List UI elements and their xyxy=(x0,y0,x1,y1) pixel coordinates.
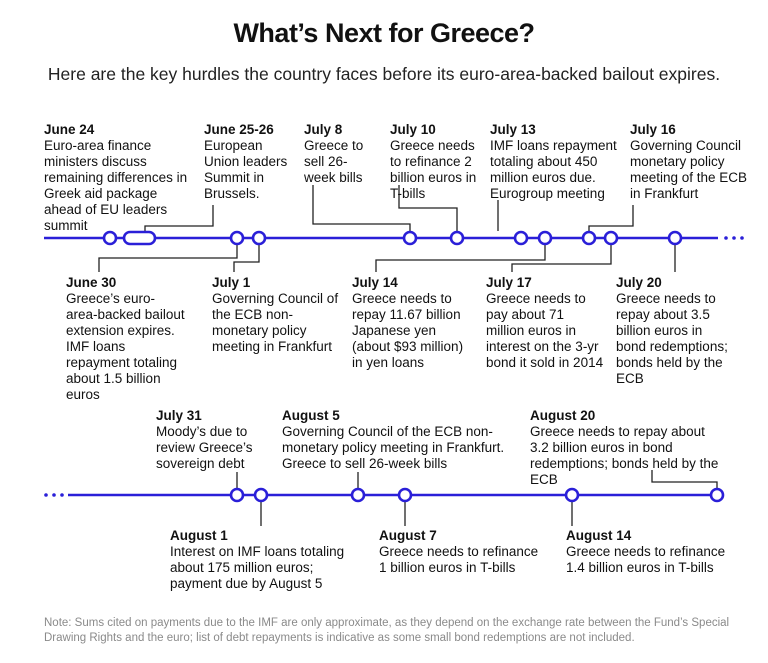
connector-lines xyxy=(98,185,718,526)
marker-august-14 xyxy=(564,487,580,503)
event-date: July 1 xyxy=(212,275,251,290)
event-date: August 20 xyxy=(530,408,596,423)
marker-june-30 xyxy=(229,230,245,246)
marker-august-7 xyxy=(397,487,413,503)
marker-july-31 xyxy=(229,487,245,503)
event-august-5: August 5 Governing Council of the ECB no… xyxy=(282,408,522,472)
event-july-1: July 1 Governing Council of the ECB non-… xyxy=(212,275,342,355)
event-text: Governing Council of the ECB non-monetar… xyxy=(282,424,505,471)
event-date: July 17 xyxy=(486,275,532,290)
connector-july10 xyxy=(398,185,458,231)
event-july-20: July 20 Greece needs to repay about 3.5 … xyxy=(616,275,734,387)
event-text: Greece’s euro-area-backed bailout extens… xyxy=(66,291,185,402)
event-date: July 8 xyxy=(304,122,343,137)
event-text: IMF loans repayment totaling about 450 m… xyxy=(490,138,617,201)
event-june-24: June 24 Euro-area finance ministers disc… xyxy=(44,122,194,234)
event-date: June 24 xyxy=(44,122,95,137)
event-date: July 20 xyxy=(616,275,662,290)
event-july-17: July 17 Greece needs to pay about 71 mil… xyxy=(486,275,604,371)
event-date: August 1 xyxy=(170,528,228,543)
event-july-10: July 10 Greece needs to refinance 2 bill… xyxy=(390,122,488,202)
event-date: August 5 xyxy=(282,408,340,423)
marker-june-25-26 xyxy=(122,230,157,246)
marker-july-20 xyxy=(667,230,683,246)
marker-june-24 xyxy=(102,230,118,246)
event-june-25-26: June 25-26 European Union leaders Summit… xyxy=(204,122,299,202)
page-title: What’s Next for Greece? xyxy=(233,18,535,48)
event-text: Moody’s due to review Greece’s sovereign… xyxy=(156,424,253,471)
marker-july-8 xyxy=(402,230,418,246)
marker-august-1 xyxy=(253,487,269,503)
marker-july-10 xyxy=(449,230,465,246)
event-june-30: June 30 Greece’s euro-area-backed bailou… xyxy=(66,275,186,403)
event-text: Greece needs to refinance 1.4 billion eu… xyxy=(566,544,726,575)
connector-july14 xyxy=(375,245,546,272)
marker-july-14 xyxy=(537,230,553,246)
event-date: July 16 xyxy=(630,122,676,137)
event-date: August 14 xyxy=(566,528,632,543)
marker-july-13 xyxy=(513,230,529,246)
event-text: Euro-area finance ministers discuss rema… xyxy=(44,138,188,233)
footnote: Note: Sums cited on payments due to the … xyxy=(44,617,730,644)
connector-july1 xyxy=(233,245,260,272)
event-august-14: August 14 Greece needs to refinance 1.4 … xyxy=(566,528,736,576)
connector-july8 xyxy=(312,185,411,231)
event-text: Greece needs to repay about 3.5 billion … xyxy=(616,291,728,386)
marker-august-20 xyxy=(709,487,725,503)
event-date: August 7 xyxy=(379,528,437,543)
connector-august20 xyxy=(651,470,718,489)
event-date: July 10 xyxy=(390,122,436,137)
event-july-16: July 16 Governing Council monetary polic… xyxy=(630,122,750,202)
event-text: Greece needs to repay about 3.2 billion … xyxy=(530,424,719,487)
event-date: June 30 xyxy=(66,275,117,290)
connector-july16 xyxy=(588,205,634,231)
page-subtitle: Here are the key hurdles the country fac… xyxy=(47,64,721,84)
event-date: June 25-26 xyxy=(204,122,274,137)
connector-june30 xyxy=(98,245,238,272)
timeline-row-1 xyxy=(44,230,744,246)
event-text: Governing Council of the ECB non-monetar… xyxy=(212,291,339,354)
timeline-row-2 xyxy=(44,487,725,503)
event-july-13: July 13 IMF loans repayment totaling abo… xyxy=(490,122,620,202)
event-text: Interest on IMF loans totaling about 175… xyxy=(170,544,345,591)
connector-july17 xyxy=(511,245,612,272)
event-august-7: August 7 Greece needs to refinance 1 bil… xyxy=(379,528,539,576)
event-july-8: July 8 Greece to sell 26-week bills xyxy=(304,122,376,186)
event-text: Greece to sell 26-week bills xyxy=(304,138,364,185)
event-august-1: August 1 Interest on IMF loans totaling … xyxy=(170,528,360,592)
marker-august-5 xyxy=(350,487,366,503)
marker-july-17 xyxy=(603,230,619,246)
marker-july-16 xyxy=(581,230,597,246)
event-august-20: August 20 Greece needs to repay about 3.… xyxy=(530,408,725,488)
event-date: July 13 xyxy=(490,122,536,137)
event-text: Governing Council monetary policy meetin… xyxy=(630,138,748,201)
event-text: Greece needs to pay about 71 million eur… xyxy=(486,291,604,370)
timeline-continuation-dots xyxy=(724,236,744,240)
event-text: Greece needs to refinance 2 billion euro… xyxy=(390,138,477,201)
event-text: Greece needs to repay 11.67 billion Japa… xyxy=(352,291,464,370)
timeline-leading-dots xyxy=(44,493,64,497)
event-july-14: July 14 Greece needs to repay 11.67 bill… xyxy=(352,275,470,371)
event-date: July 14 xyxy=(352,275,398,290)
marker-july-1 xyxy=(251,230,267,246)
event-date: July 31 xyxy=(156,408,202,423)
event-text: European Union leaders Summit in Brussel… xyxy=(204,138,288,201)
event-july-31: July 31 Moody’s due to review Greece’s s… xyxy=(156,408,256,472)
event-text: Greece needs to refinance 1 billion euro… xyxy=(379,544,539,575)
